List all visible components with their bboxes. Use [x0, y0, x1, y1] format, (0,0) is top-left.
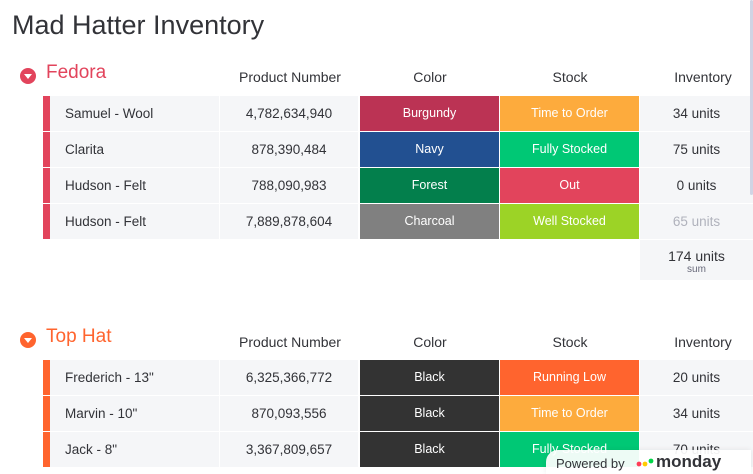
inventory-count[interactable]: 65 units	[640, 204, 753, 239]
column-header-color[interactable]: Color	[413, 69, 447, 85]
table-row[interactable]: Clarita 878,390,484 Navy Fully Stocked 7…	[43, 132, 753, 167]
row-color-bar	[43, 204, 50, 239]
stock-status[interactable]: Well Stocked	[500, 204, 639, 239]
column-header-inventory[interactable]: Inventory	[674, 69, 732, 85]
sum-value: 174 units	[668, 248, 725, 264]
powered-by-text: Powered by	[556, 456, 625, 471]
color-label[interactable]: Navy	[360, 132, 499, 167]
product-number[interactable]: 3,367,809,657	[220, 432, 358, 467]
color-label[interactable]: Black	[360, 432, 499, 467]
inventory-count[interactable]: 20 units	[640, 360, 753, 395]
sum-label: sum	[687, 264, 706, 275]
inventory-count[interactable]: 34 units	[640, 96, 753, 131]
table-row[interactable]: Frederich - 13" 6,325,366,772 Black Runn…	[43, 360, 753, 395]
group-name[interactable]: Top Hat	[46, 326, 112, 347]
row-color-bar	[43, 168, 50, 203]
product-number[interactable]: 4,782,634,940	[220, 96, 358, 131]
collapse-group-icon[interactable]	[20, 332, 36, 348]
page-title: Mad Hatter Inventory	[12, 10, 265, 40]
table-row[interactable]: Marvin - 10" 870,093,556 Black Time to O…	[43, 396, 753, 431]
column-header-stock[interactable]: Stock	[552, 69, 588, 85]
item-name[interactable]: Clarita	[50, 132, 219, 167]
product-number[interactable]: 878,390,484	[220, 132, 358, 167]
stock-status[interactable]: Time to Order	[500, 96, 639, 131]
color-label[interactable]: Burgundy	[360, 96, 499, 131]
column-header-stock[interactable]: Stock	[552, 334, 588, 350]
group-header: Fedora Product Number Color Stock Invent…	[0, 62, 753, 92]
stock-status[interactable]: Fully Stocked	[500, 132, 639, 167]
column-header-product[interactable]: Product Number	[239, 334, 341, 350]
group-header: Top Hat Product Number Color Stock Inven…	[0, 326, 753, 356]
color-label[interactable]: Charcoal	[360, 204, 499, 239]
table-row[interactable]: Hudson - Felt 7,889,878,604 Charcoal Wel…	[43, 204, 753, 239]
item-name[interactable]: Marvin - 10"	[50, 396, 219, 431]
product-number[interactable]: 7,889,878,604	[220, 204, 358, 239]
product-number[interactable]: 788,090,983	[220, 168, 358, 203]
stock-status[interactable]: Time to Order	[500, 396, 639, 431]
item-name[interactable]: Frederich - 13"	[50, 360, 219, 395]
table-row[interactable]: Samuel - Wool 4,782,634,940 Burgundy Tim…	[43, 96, 753, 131]
column-header-inventory[interactable]: Inventory	[674, 334, 732, 350]
row-color-bar	[43, 432, 50, 467]
stock-status[interactable]: Running Low	[500, 360, 639, 395]
group-name[interactable]: Fedora	[46, 62, 107, 83]
column-header-color[interactable]: Color	[413, 334, 447, 350]
product-number[interactable]: 870,093,556	[220, 396, 358, 431]
inventory-count[interactable]: 75 units	[640, 132, 753, 167]
item-name[interactable]: Hudson - Felt	[50, 204, 219, 239]
row-color-bar	[43, 360, 50, 395]
product-number[interactable]: 6,325,366,772	[220, 360, 358, 395]
item-name[interactable]: Jack - 8"	[50, 432, 219, 467]
inventory-count[interactable]: 34 units	[640, 396, 753, 431]
stock-status[interactable]: Out	[500, 168, 639, 203]
scrollbar[interactable]	[750, 0, 753, 195]
item-name[interactable]: Samuel - Wool	[50, 96, 219, 131]
row-color-bar	[43, 132, 50, 167]
collapse-group-icon[interactable]	[20, 68, 36, 84]
color-label[interactable]: Black	[360, 396, 499, 431]
powered-by-badge[interactable]: Powered by monday	[546, 450, 751, 474]
column-header-product[interactable]: Product Number	[239, 69, 341, 85]
row-color-bar	[43, 396, 50, 431]
monday-logo-icon	[636, 458, 654, 467]
item-name[interactable]: Hudson - Felt	[50, 168, 219, 203]
table-row[interactable]: Hudson - Felt 788,090,983 Forest Out 0 u…	[43, 168, 753, 203]
row-color-bar	[43, 96, 50, 131]
inventory-count[interactable]: 0 units	[640, 168, 753, 203]
monday-brand: monday	[656, 452, 722, 471]
color-label[interactable]: Forest	[360, 168, 499, 203]
color-label[interactable]: Black	[360, 360, 499, 395]
inventory-sum: 174 units sum	[640, 240, 753, 280]
